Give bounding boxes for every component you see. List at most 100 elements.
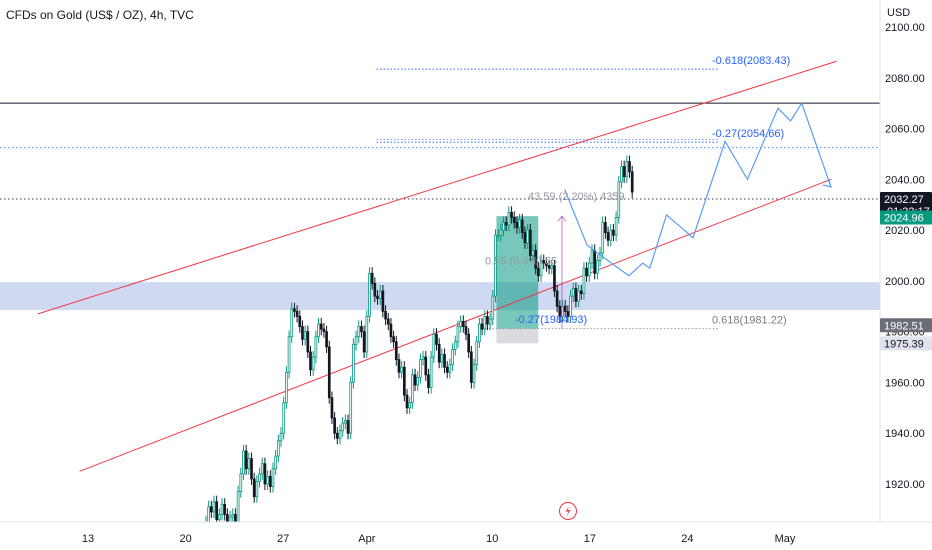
candle bbox=[534, 244, 538, 275]
stop-area[interactable] bbox=[496, 328, 539, 344]
candle-body bbox=[266, 475, 269, 485]
candle bbox=[569, 290, 572, 323]
candle bbox=[301, 320, 304, 346]
candle-body bbox=[319, 323, 323, 330]
candle bbox=[630, 165, 634, 199]
candle bbox=[266, 470, 269, 491]
candle bbox=[604, 216, 607, 239]
candle bbox=[263, 457, 267, 491]
candle-body bbox=[400, 366, 403, 373]
price-axis-bg bbox=[880, 0, 932, 550]
candle bbox=[606, 226, 610, 247]
candle bbox=[582, 262, 586, 300]
candle-body bbox=[555, 290, 559, 307]
candle bbox=[478, 317, 481, 348]
time-tick-label: May bbox=[775, 533, 796, 545]
candle bbox=[298, 310, 302, 333]
candle-body bbox=[558, 305, 562, 317]
candle-body bbox=[507, 211, 511, 226]
candle bbox=[488, 312, 492, 331]
candle bbox=[362, 325, 366, 359]
candle bbox=[209, 500, 213, 519]
projection-path[interactable] bbox=[564, 101, 832, 277]
candle bbox=[456, 320, 460, 348]
candle bbox=[282, 396, 286, 440]
candle-body bbox=[309, 351, 312, 371]
candle bbox=[212, 495, 216, 519]
candle-body bbox=[416, 376, 420, 386]
candle-body bbox=[451, 349, 454, 366]
price-tag-label-3: 1975.39 bbox=[884, 338, 924, 350]
candle bbox=[609, 224, 613, 247]
candle-body bbox=[212, 501, 216, 513]
candle bbox=[314, 330, 318, 364]
candle-body bbox=[255, 481, 259, 498]
candle-body bbox=[606, 232, 610, 241]
candle-body bbox=[215, 501, 219, 520]
candle-body bbox=[298, 316, 302, 327]
candle bbox=[553, 259, 556, 298]
candle-body bbox=[491, 295, 495, 320]
candle bbox=[467, 328, 471, 359]
candle bbox=[435, 328, 438, 351]
candle bbox=[620, 160, 623, 188]
candle bbox=[252, 472, 256, 503]
candle-body bbox=[394, 341, 398, 360]
candle bbox=[461, 315, 465, 333]
candle bbox=[574, 282, 578, 308]
candle-body bbox=[630, 171, 634, 193]
candle-body bbox=[569, 295, 572, 317]
candle-body bbox=[368, 272, 371, 317]
candle bbox=[354, 330, 358, 351]
price-axis[interactable]: 1920.001940.001960.001980.002000.002020.… bbox=[879, 0, 932, 550]
lightning-icon[interactable] bbox=[559, 502, 577, 520]
candle bbox=[279, 427, 283, 447]
candle-body bbox=[577, 290, 580, 302]
candle-body bbox=[346, 420, 350, 434]
candle-body bbox=[622, 166, 626, 178]
candle bbox=[531, 244, 535, 262]
candle-body bbox=[252, 478, 256, 498]
candle-body bbox=[617, 181, 621, 218]
candle bbox=[437, 338, 441, 369]
candle-body bbox=[494, 234, 497, 297]
candle bbox=[528, 224, 532, 262]
price-channel[interactable] bbox=[37, 60, 837, 472]
candle-body bbox=[419, 359, 422, 378]
projection-line[interactable] bbox=[564, 101, 832, 277]
channel-upper-line[interactable] bbox=[37, 60, 837, 315]
candle-body bbox=[311, 356, 315, 371]
candle-body bbox=[290, 308, 294, 338]
candle bbox=[483, 310, 487, 336]
candle-body bbox=[590, 250, 594, 264]
channel-lower-line[interactable] bbox=[79, 178, 832, 472]
candle-body bbox=[354, 336, 358, 345]
candle bbox=[349, 376, 353, 440]
candle bbox=[274, 449, 277, 475]
candle bbox=[429, 350, 433, 394]
candle-body bbox=[209, 506, 213, 513]
candle-body bbox=[295, 310, 299, 317]
candle bbox=[622, 160, 626, 183]
candle bbox=[472, 358, 476, 389]
candle-body bbox=[279, 432, 283, 442]
candle-body bbox=[260, 463, 264, 475]
fib-label-1: -0.27(2054.66) bbox=[712, 128, 784, 140]
candle bbox=[579, 284, 583, 300]
candle bbox=[333, 411, 336, 440]
candle-body bbox=[429, 356, 433, 388]
candle bbox=[303, 325, 307, 346]
time-axis-bg bbox=[0, 522, 932, 550]
candle-body bbox=[488, 318, 492, 325]
candle bbox=[504, 216, 508, 232]
candle bbox=[419, 353, 422, 384]
candle bbox=[601, 216, 605, 260]
candle-body bbox=[550, 265, 554, 269]
candle-body bbox=[502, 222, 505, 231]
candle bbox=[293, 302, 296, 318]
mid-label-1: -0.27(1984.93) bbox=[515, 314, 587, 326]
time-axis[interactable]: 13 20 27 Apr 10 17 24 May bbox=[0, 521, 932, 550]
candle-body bbox=[596, 260, 599, 274]
candle-body bbox=[314, 336, 318, 358]
